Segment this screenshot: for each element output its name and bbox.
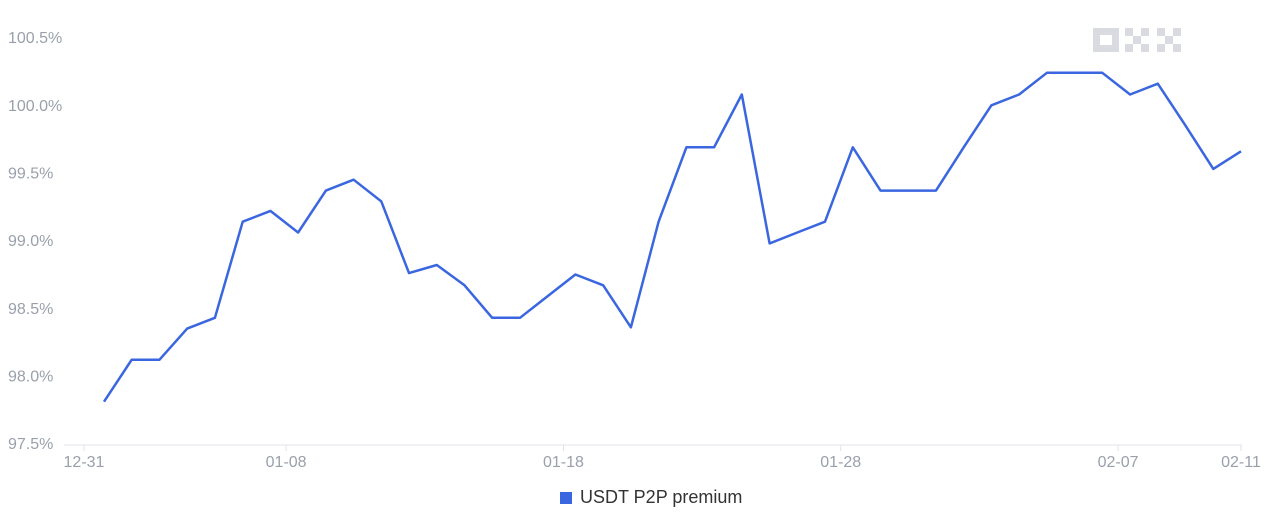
x-tick-label: 01-08 bbox=[266, 454, 307, 471]
y-tick-label: 98.0% bbox=[8, 369, 53, 386]
x-tick-label: 01-18 bbox=[543, 454, 584, 471]
data-line bbox=[102, 71, 1242, 403]
legend-item: USDT P2P premium bbox=[560, 487, 742, 507]
x-tick-label: 02-07 bbox=[1098, 454, 1139, 471]
y-tick-label: 99.0% bbox=[8, 233, 53, 250]
y-tick-label: 100.5% bbox=[8, 30, 62, 47]
watermark bbox=[1093, 28, 1181, 52]
legend-label: USDT P2P premium bbox=[580, 487, 742, 507]
legend-swatch bbox=[560, 492, 572, 504]
y-tick-label: 100.0% bbox=[8, 98, 62, 115]
x-tick-label: 02-11 bbox=[1221, 454, 1261, 471]
x-tick-label: 01-28 bbox=[820, 454, 861, 471]
y-tick-label: 98.5% bbox=[8, 301, 53, 318]
y-tick-label: 97.5% bbox=[8, 436, 53, 453]
y-tick-label: 99.5% bbox=[8, 166, 53, 183]
x-tick-label: 12-31 bbox=[64, 454, 105, 471]
